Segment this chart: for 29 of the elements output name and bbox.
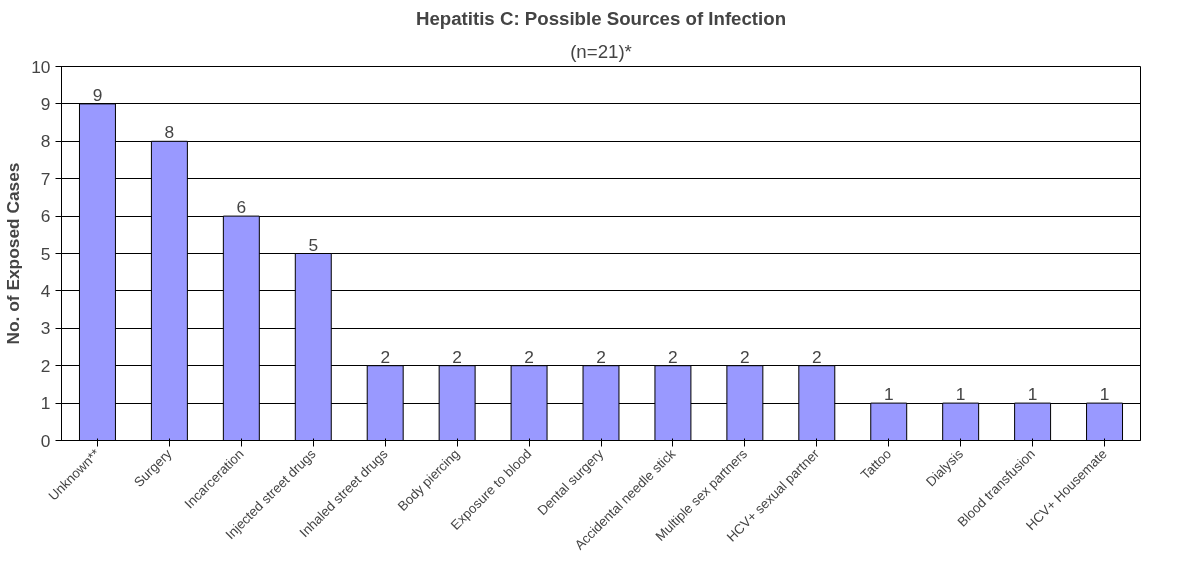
y-axis-title: No. of Exposed Cases [3, 162, 24, 345]
data-label: 2 [380, 346, 391, 367]
chart-title: Hepatitis C: Possible Sources of Infection [415, 7, 787, 29]
y-tick-label: 3 [40, 318, 51, 339]
data-label: 2 [524, 346, 534, 367]
data-label: 2 [811, 346, 822, 367]
y-tick-label: 1 [40, 393, 51, 414]
y-tick-label: 9 [40, 93, 51, 114]
data-label: 1 [1099, 384, 1110, 405]
y-tick-label: 7 [40, 168, 51, 189]
data-label: 1 [883, 384, 894, 405]
y-tick-label: 6 [40, 206, 51, 227]
y-tick-label: 0 [40, 430, 51, 451]
data-label: 2 [596, 346, 606, 367]
data-label: 2 [452, 346, 462, 367]
chart-subtitle: (n=21)* [570, 40, 632, 62]
data-label: 5 [308, 234, 319, 255]
y-tick-label: 10 [31, 56, 51, 77]
data-label: 2 [668, 346, 678, 367]
data-label: 1 [1027, 384, 1038, 405]
y-tick-label: 2 [40, 355, 51, 376]
data-label: 8 [164, 122, 175, 143]
data-label: 6 [236, 197, 247, 218]
y-tick-label: 8 [40, 131, 51, 152]
data-label: 9 [92, 84, 103, 105]
data-label: 1 [955, 384, 966, 405]
y-tick-label: 4 [40, 280, 51, 301]
data-label: 2 [740, 346, 750, 367]
y-tick-label: 5 [40, 243, 51, 264]
